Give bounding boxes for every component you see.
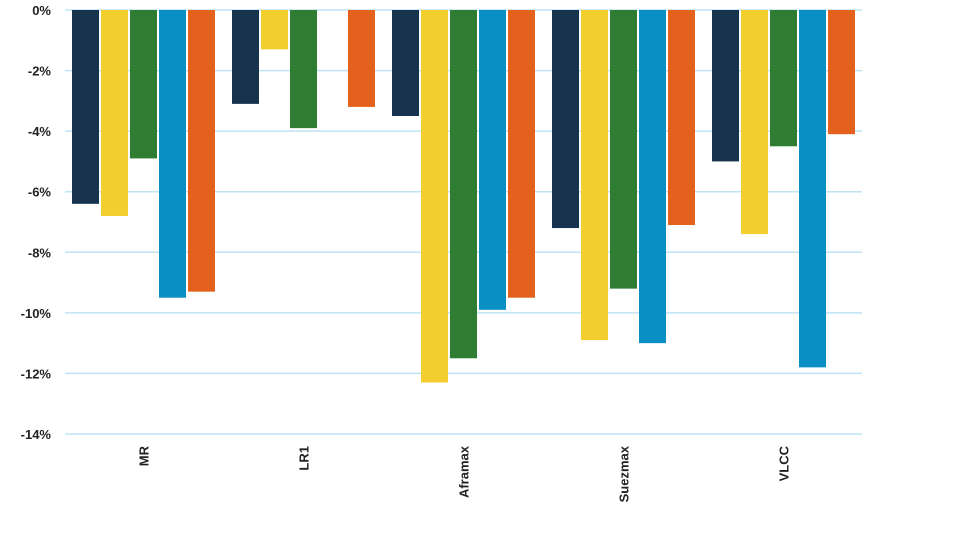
bar-lr1-series-2 [261,10,288,50]
bar-suezmax-series-1 [552,10,579,229]
y-tick-label: -4% [28,124,52,139]
bar-lr1-series-1 [232,10,259,104]
x-axis-categories: MR LR1 Aframax Suezmax VLCC [137,445,792,502]
bar-vlcc-series-5 [828,10,855,135]
y-tick-label: -8% [28,245,52,260]
bars [72,10,855,383]
bar-mr-series-2 [101,10,128,216]
y-tick-label: -14% [21,427,52,442]
bar-aframax-series-1 [392,10,419,116]
y-tick-label: 0% [32,3,51,18]
bar-aframax-series-2 [421,10,448,383]
bar-mr-series-4 [159,10,186,298]
x-category-label: Aframax [457,445,472,498]
bar-aframax-series-3 [450,10,477,359]
bar-mr-series-1 [72,10,99,204]
x-category-label: VLCC [777,445,792,481]
bar-mr-series-5 [188,10,215,292]
bar-vlcc-series-2 [741,10,768,235]
bar-vlcc-series-1 [712,10,739,162]
bar-suezmax-series-5 [668,10,695,226]
y-tick-label: -12% [21,366,52,381]
bar-vlcc-series-3 [770,10,797,147]
y-tick-label: -2% [28,64,52,79]
bar-mr-series-3 [130,10,157,159]
y-axis-ticks: 0% -2% -4% -6% -8% -10% -12% -14% [21,3,52,442]
bar-suezmax-series-2 [581,10,608,341]
x-category-label: LR1 [297,446,312,471]
bar-lr1-series-3 [290,10,317,129]
bar-vlcc-series-4 [799,10,826,368]
bar-suezmax-series-4 [639,10,666,344]
x-category-label: Suezmax [617,445,632,502]
x-category-label: MR [137,445,152,466]
bar-lr1-series-5 [348,10,375,107]
y-tick-label: -10% [21,306,52,321]
bar-suezmax-series-3 [610,10,637,289]
y-tick-label: -6% [28,185,52,200]
bar-aframax-series-5 [508,10,535,298]
bar-aframax-series-4 [479,10,506,310]
